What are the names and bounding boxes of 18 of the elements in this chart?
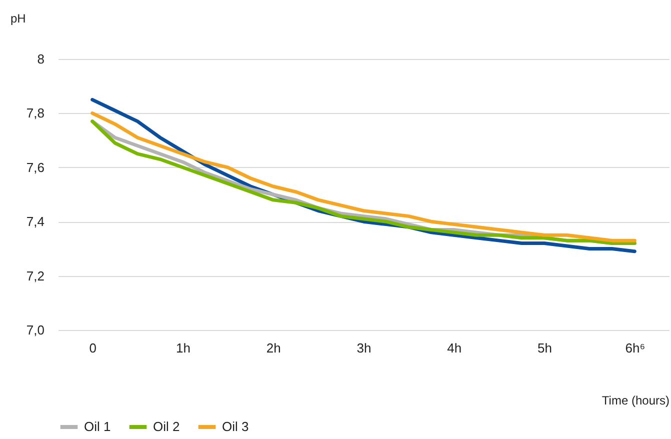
y-tick-label: 7,6 [26,160,44,175]
x-tick-label: 4h [447,340,462,356]
x-tick-label: 2h [266,340,281,356]
x-tick-label: 1h [176,340,190,356]
y-tick-label: 7,8 [26,106,44,121]
x-tick-label: 3h [356,340,372,356]
x-axis-title: Time (hours) [602,394,670,408]
x-tick-label: 0 [89,340,96,356]
legend-label: Oil 2 [153,419,180,434]
y-tick-label: 7,2 [26,268,44,284]
y-tick-label: 7,4 [26,214,44,230]
y-tick-label: 7,0 [26,322,44,338]
y-axis-title: pH [10,12,26,26]
x-tick-label: 6h⁶ [625,340,646,356]
y-tick-label: 8 [37,52,44,66]
legend-label: Oil 1 [84,419,111,434]
legend-label: Oil 3 [222,419,249,434]
x-tick-label: 5h [538,340,552,356]
